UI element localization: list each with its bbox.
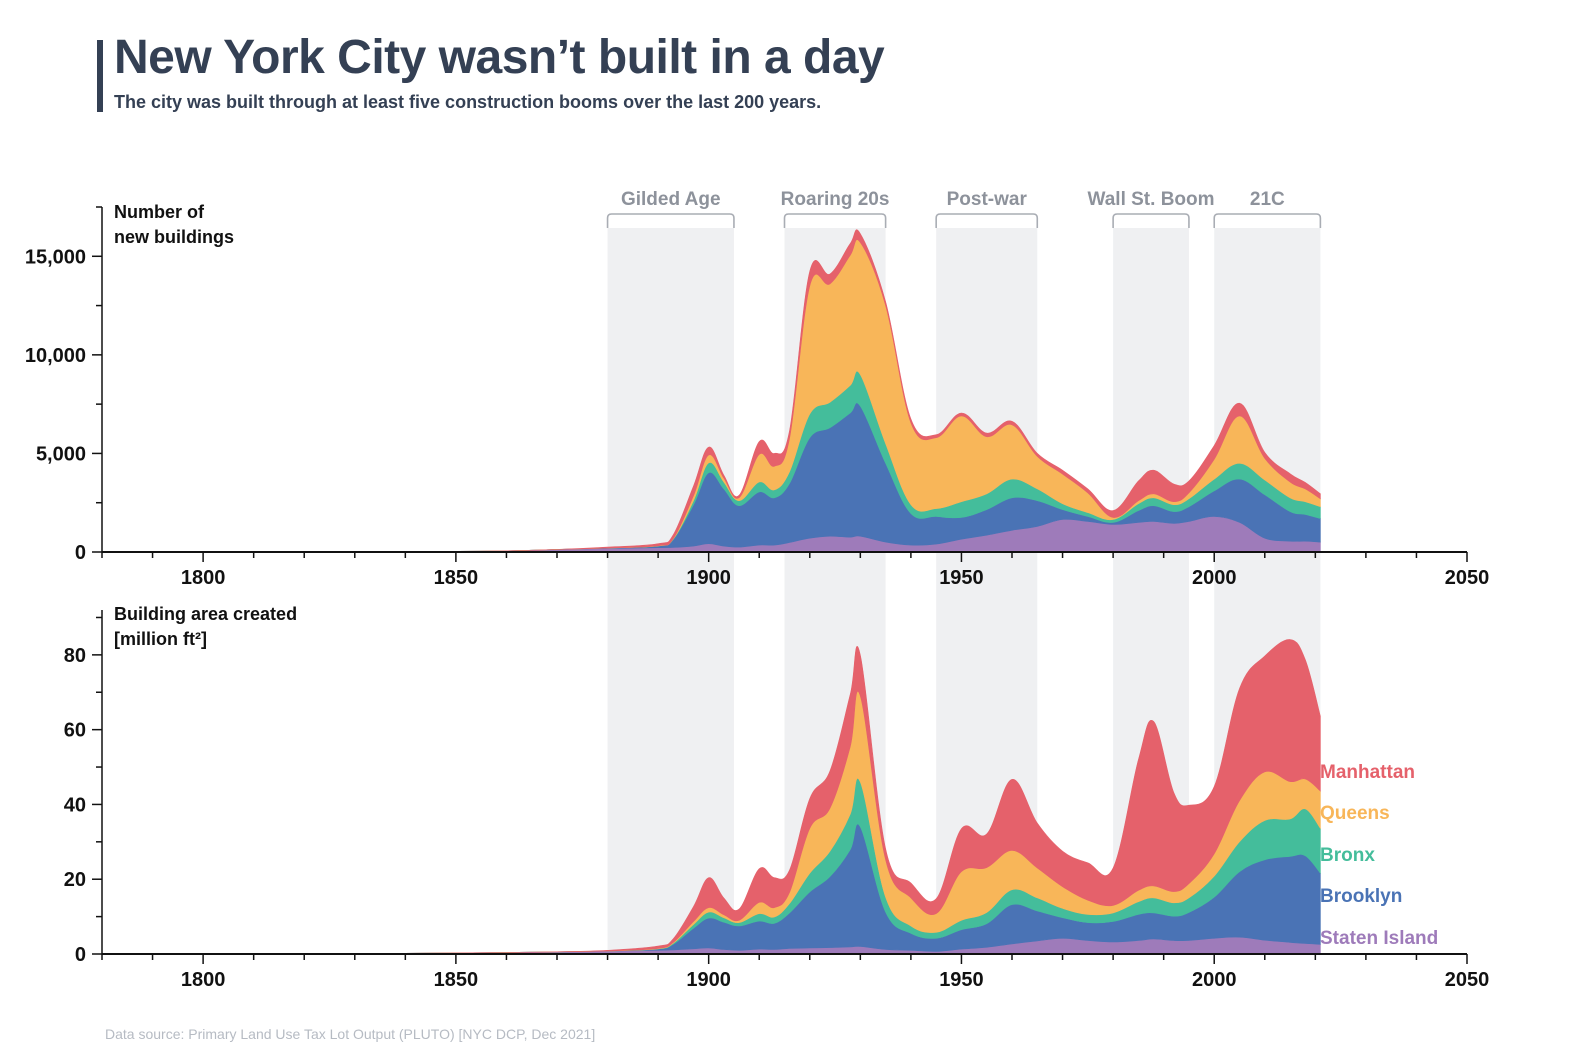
boom-bracket-roaring-20s: [783, 213, 887, 228]
x-tick-label-panel2: 1800: [181, 969, 226, 991]
x-tick-label-panel1: 1850: [434, 567, 479, 589]
x-tick-label-panel2: 1900: [686, 969, 731, 991]
x-tick-label-panel1: 2050: [1445, 567, 1490, 589]
page-subtitle: The city was built through at least five…: [114, 92, 822, 112]
y-axis-label-panel1: Number of: [114, 202, 205, 222]
area-manhattan-panel1: [117, 229, 1321, 553]
legend-bronx: Bronx: [1320, 845, 1375, 866]
y-tick-label-panel1: 10,000: [25, 345, 86, 367]
x-tick-label-panel2: 1950: [939, 969, 984, 991]
y-tick-label-panel2: 20: [64, 869, 86, 891]
y-tick-label-panel1: 0: [75, 542, 86, 564]
y-axis-label-panel1: new buildings: [114, 227, 234, 247]
title-accent-bar: [97, 40, 103, 112]
x-tick-label-panel1: 1950: [939, 567, 984, 589]
boom-label-roaring-20s: Roaring 20s: [781, 189, 890, 210]
x-tick-label-panel2: 2000: [1192, 969, 1237, 991]
page-title: New York City wasn’t built in a day: [114, 31, 885, 84]
boom-bracket-wall-st-boom: [1112, 213, 1190, 228]
data-source-note: Data source: Primary Land Use Tax Lot Ou…: [105, 1026, 596, 1042]
y-tick-label-panel2: 80: [64, 645, 86, 667]
boom-band-gilded-age: [607, 228, 734, 954]
y-tick-label-panel2: 40: [64, 794, 86, 816]
boom-label-gilded-age: Gilded Age: [621, 189, 721, 210]
x-tick-label-panel1: 1800: [181, 567, 226, 589]
boom-label-post-war: Post-war: [947, 189, 1028, 210]
y-axis-label-panel2: Building area created: [114, 604, 297, 624]
x-tick-label-panel1: 1900: [686, 567, 731, 589]
legend-queens: Queens: [1320, 803, 1390, 824]
legend-manhattan: Manhattan: [1320, 762, 1415, 783]
y-axis-label-panel2: [million ft²]: [114, 629, 207, 649]
boom-label-wall-st-boom: Wall St. Boom: [1088, 189, 1215, 210]
legend-staten-island: Staten Island: [1320, 928, 1438, 949]
y-tick-label-panel2: 0: [75, 944, 86, 966]
area-manhattan-panel2: [117, 639, 1321, 955]
boom-bracket-post-war: [935, 213, 1039, 228]
x-tick-label-panel2: 2050: [1445, 969, 1490, 991]
legend-brooklyn: Brooklyn: [1320, 886, 1402, 907]
y-tick-label-panel1: 15,000: [25, 246, 86, 268]
boom-label-21c: 21C: [1250, 189, 1285, 210]
x-tick-label-panel2: 1850: [434, 969, 479, 991]
boom-bracket-gilded-age: [606, 213, 735, 228]
x-tick-label-panel1: 2000: [1192, 567, 1237, 589]
y-tick-label-panel1: 5,000: [36, 443, 86, 465]
y-tick-label-panel2: 60: [64, 720, 86, 742]
boom-bracket-21c: [1213, 213, 1322, 228]
